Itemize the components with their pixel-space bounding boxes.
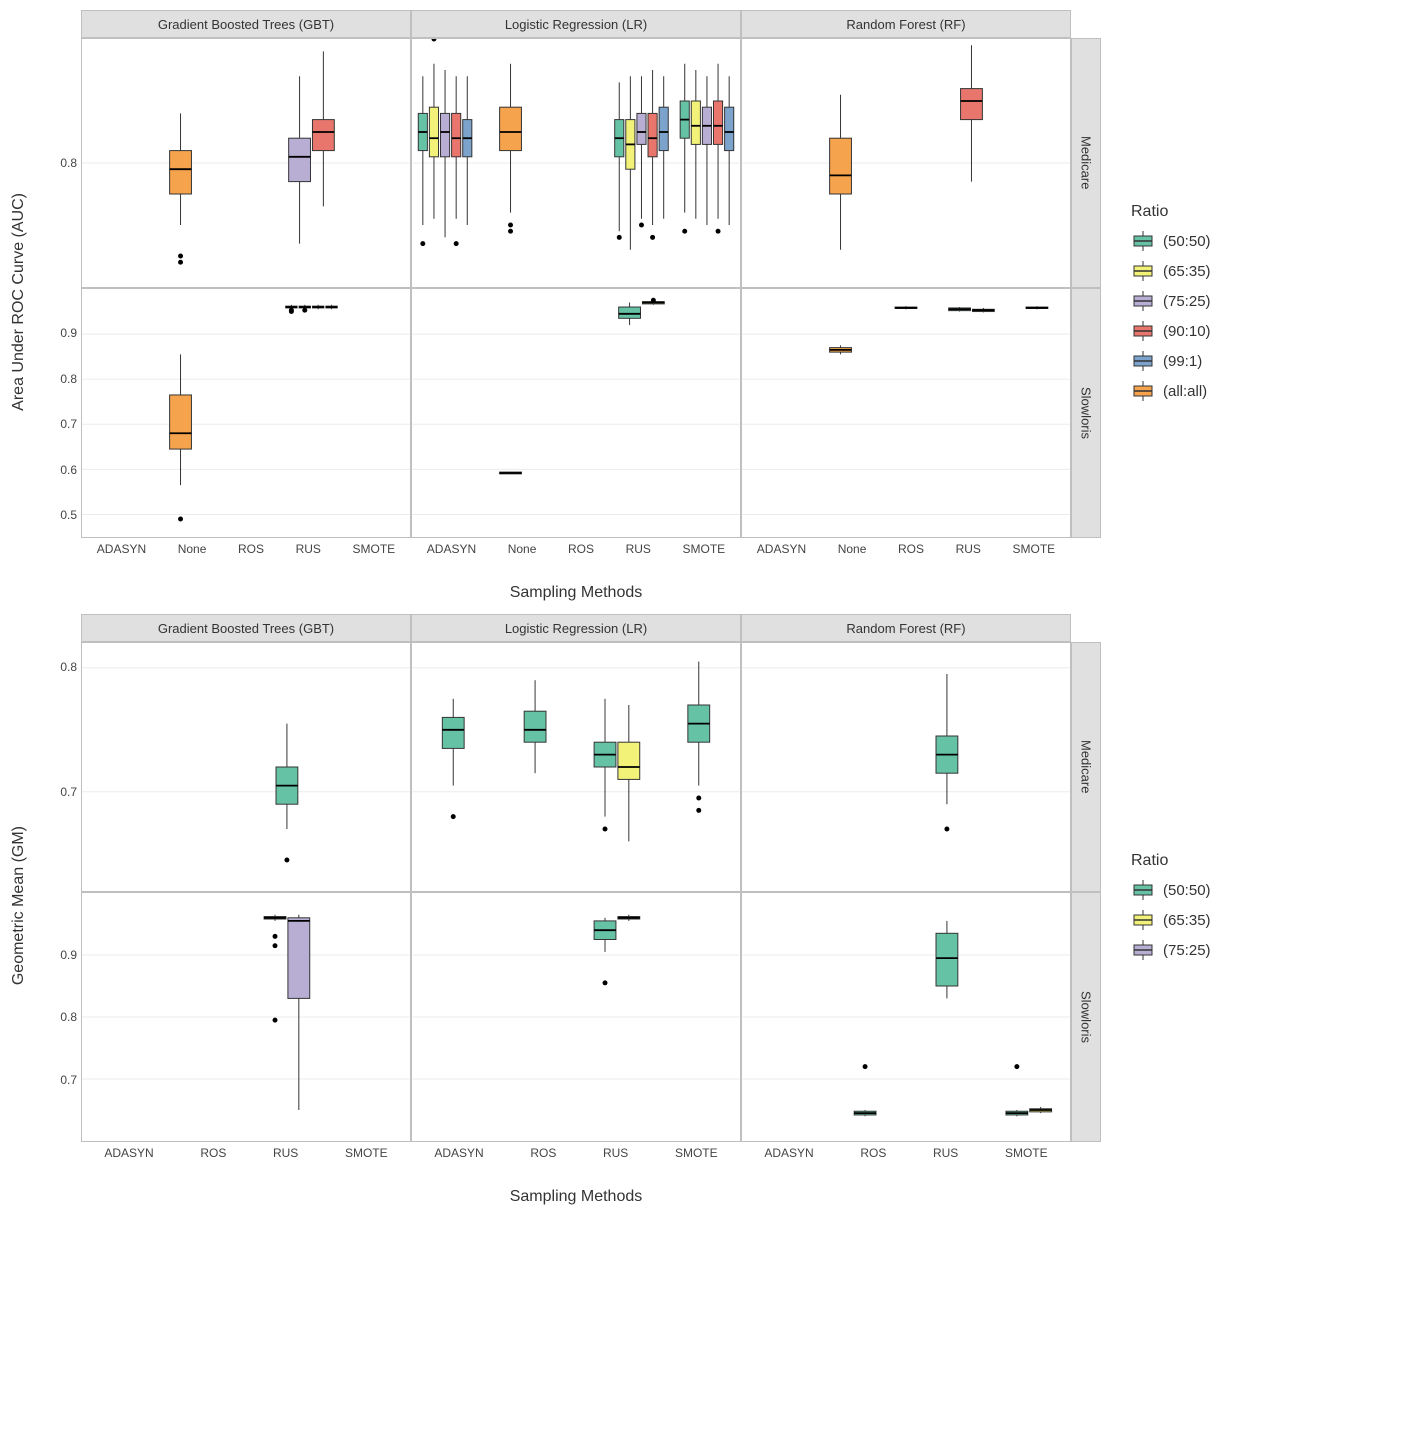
legend-label: (all:all) [1163,383,1207,400]
auc-y-label: Area Under ROC Curve (AUC) [10,193,28,411]
legend-key-icon [1131,880,1155,900]
x-ticks: ADASYNNoneROSRUSSMOTE [81,538,411,564]
facet-panel [741,892,1071,1142]
facet-panel [81,288,411,538]
x-ticks: ADASYNROSRUSSMOTE [81,1142,411,1168]
y-ticks: 0.70.8 [36,642,81,892]
facet-panel [741,642,1071,892]
auc-facet-grid: Gradient Boosted Trees (GBT)Logistic Reg… [36,10,1101,594]
legend-item: (all:all) [1131,381,1251,401]
row-facet-strip: Medicare [1071,642,1101,892]
legend-key-icon [1131,940,1155,960]
legend-label: (50:50) [1163,882,1211,899]
col-facet-strip: Random Forest (RF) [741,614,1071,642]
auc-legend: Ratio (50:50) (65:35) (75:25) (90:10) (99:1) (… [1131,203,1251,401]
facet-panel [741,38,1071,288]
legend-key-icon [1131,381,1155,401]
legend-key-icon [1131,910,1155,930]
figure-root: Area Under ROC Curve (AUC) Gradient Boos… [10,10,1408,1198]
legend-item: (75:25) [1131,291,1251,311]
legend-item: (50:50) [1131,231,1251,251]
row-facet-strip: Slowloris [1071,892,1101,1142]
x-axis-label: Sampling Methods [81,564,1071,594]
x-ticks: ADASYNNoneROSRUSSMOTE [741,538,1071,564]
legend-item: (99:1) [1131,351,1251,371]
gm-legend: Ratio (50:50) (65:35) (75:25) [1131,852,1251,960]
facet-panel [411,288,741,538]
gm-facet-grid: Gradient Boosted Trees (GBT)Logistic Reg… [36,614,1101,1198]
facet-panel [411,892,741,1142]
col-facet-strip: Logistic Regression (LR) [411,614,741,642]
legend-key-icon [1131,321,1155,341]
col-facet-strip: Gradient Boosted Trees (GBT) [81,10,411,38]
facet-panel [81,38,411,288]
x-ticks: ADASYNNoneROSRUSSMOTE [411,538,741,564]
legend-label: (50:50) [1163,233,1211,250]
facet-panel [81,892,411,1142]
legend-label: (65:35) [1163,263,1211,280]
legend-label: (65:35) [1163,912,1211,929]
facet-panel [411,38,741,288]
legend-title: Ratio [1131,852,1251,870]
row-facet-strip: Slowloris [1071,288,1101,538]
legend-label: (90:10) [1163,323,1211,340]
legend-item: (65:35) [1131,261,1251,281]
gm-chart-block: Geometric Mean (GM) Gradient Boosted Tre… [10,614,1408,1198]
legend-key-icon [1131,261,1155,281]
x-axis-label: Sampling Methods [81,1168,1071,1198]
legend-label: (75:25) [1163,293,1211,310]
legend-item: (90:10) [1131,321,1251,341]
x-ticks: ADASYNROSRUSSMOTE [741,1142,1071,1168]
facet-panel [741,288,1071,538]
legend-item: (75:25) [1131,940,1251,960]
auc-chart-block: Area Under ROC Curve (AUC) Gradient Boos… [10,10,1408,594]
col-facet-strip: Logistic Regression (LR) [411,10,741,38]
x-ticks: ADASYNROSRUSSMOTE [411,1142,741,1168]
row-facet-strip: Medicare [1071,38,1101,288]
legend-key-icon [1131,291,1155,311]
legend-label: (75:25) [1163,942,1211,959]
legend-item: (50:50) [1131,880,1251,900]
legend-key-icon [1131,231,1155,251]
legend-key-icon [1131,351,1155,371]
col-facet-strip: Gradient Boosted Trees (GBT) [81,614,411,642]
y-ticks: 0.50.60.70.80.9 [36,288,81,538]
facet-panel [411,642,741,892]
y-ticks: 0.8 [36,38,81,288]
y-ticks: 0.70.80.9 [36,892,81,1142]
legend-label: (99:1) [1163,353,1202,370]
facet-panel [81,642,411,892]
col-facet-strip: Random Forest (RF) [741,10,1071,38]
legend-title: Ratio [1131,203,1251,221]
legend-item: (65:35) [1131,910,1251,930]
gm-y-label: Geometric Mean (GM) [10,826,28,985]
